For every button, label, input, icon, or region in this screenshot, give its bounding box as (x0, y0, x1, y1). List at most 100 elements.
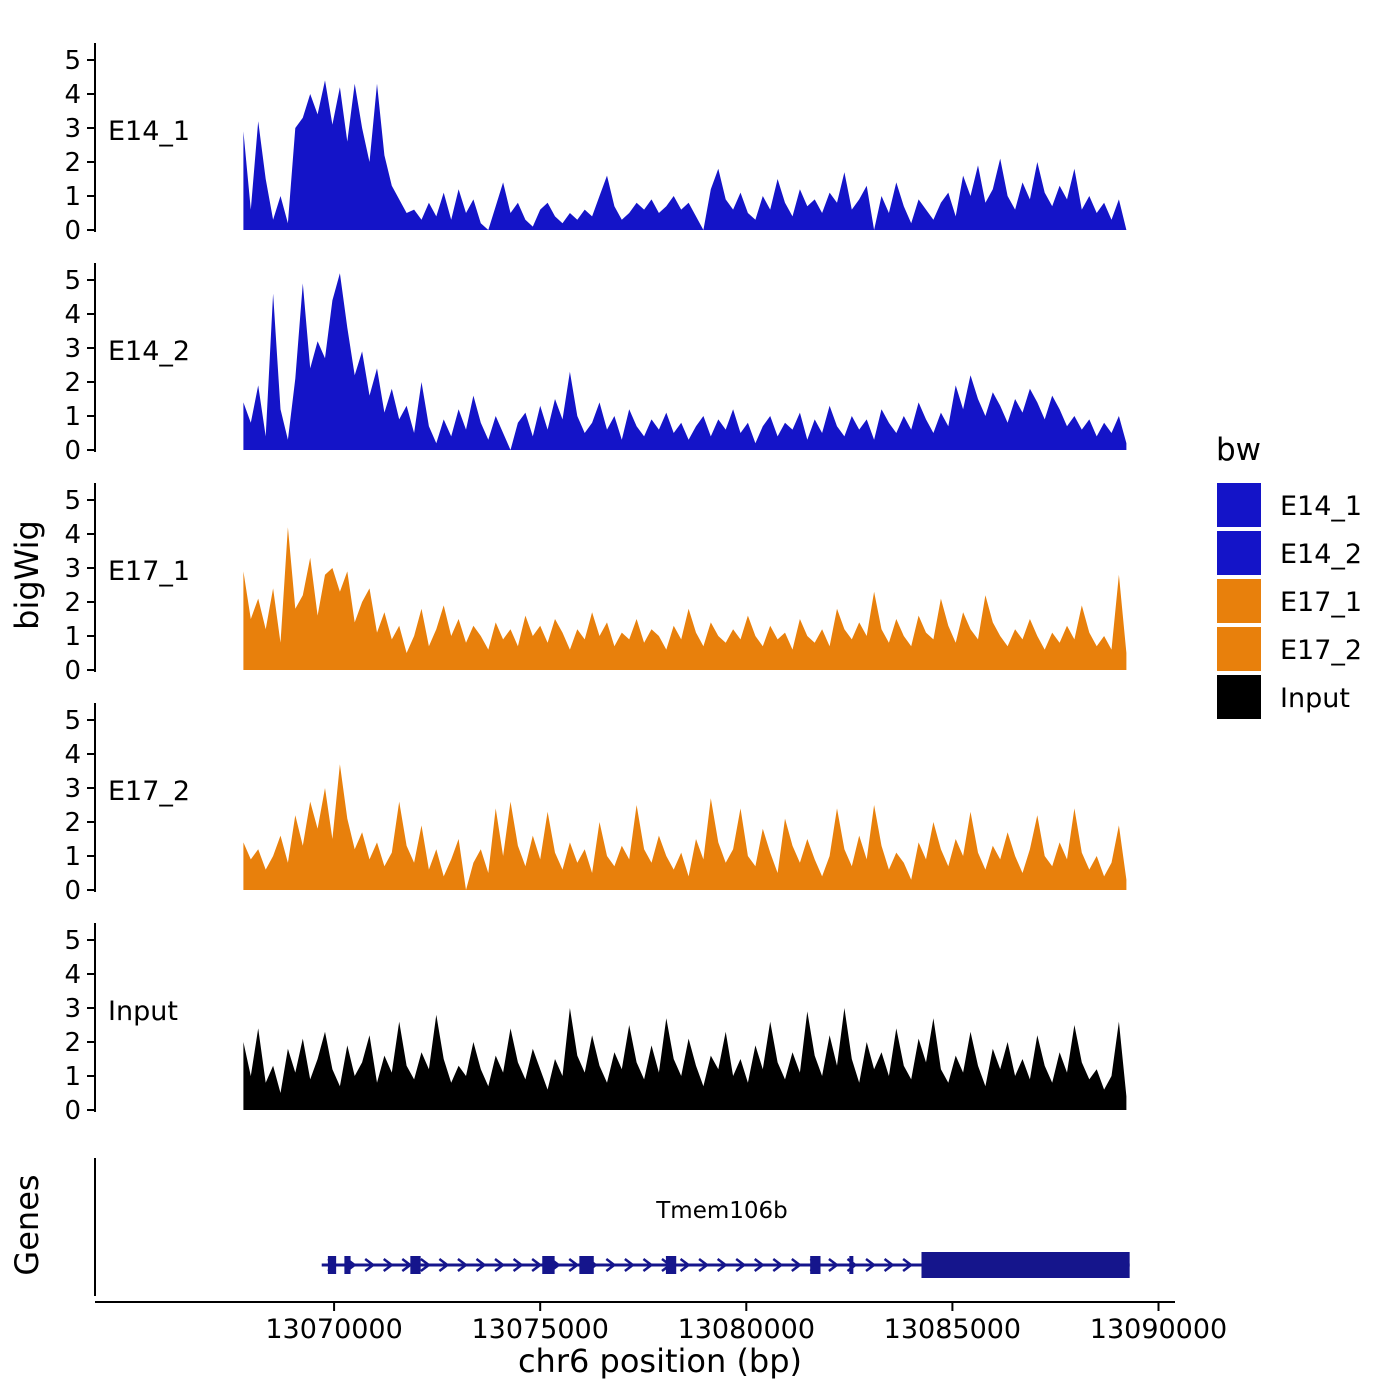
strand-arrow (698, 1258, 710, 1272)
y-tick-label: 1 (64, 182, 81, 212)
strand-arrow (642, 1258, 654, 1272)
x-tick-label: 13080000 (678, 1314, 815, 1345)
y-tick-label: 5 (64, 926, 81, 956)
strand-arrow (716, 1258, 728, 1272)
track-label: E17_2 (108, 776, 190, 807)
y-tick-label: 1 (64, 1062, 81, 1092)
exon-box (810, 1256, 821, 1274)
y-tick-label: 4 (64, 80, 81, 110)
panel-E14_2: 0 1 2 3 4 5 E14_2 (64, 263, 1127, 466)
y-tick-label: 0 (64, 876, 81, 906)
track-label: E17_1 (108, 556, 190, 587)
strand-arrow (438, 1258, 450, 1272)
x-tick-label: 13070000 (265, 1314, 402, 1345)
track-label: E14_1 (108, 116, 190, 147)
y-axis-title: bigWig (8, 520, 46, 630)
strand-arrow (401, 1258, 413, 1272)
signal-panels: 0 1 2 3 4 5 E14_1 0 1 2 3 4 5 E14_2 0 1 2 3 4 5 E17_1 0 1 2 3 4 5 E… (64, 43, 1127, 1126)
strand-arrow (679, 1258, 691, 1272)
y-tick-label: 1 (64, 842, 81, 872)
x-tick-label: 13075000 (471, 1314, 608, 1345)
y-tick-label: 0 (64, 1096, 81, 1126)
exon-box (579, 1256, 594, 1274)
y-tick-label: 4 (64, 960, 81, 990)
panel-Input: 0 1 2 3 4 5 Input (64, 923, 1127, 1126)
y-tick-label: 3 (64, 554, 81, 584)
y-tick-label: 5 (64, 266, 81, 296)
exon-box (327, 1256, 337, 1274)
panel-E17_2: 0 1 2 3 4 5 E17_2 (64, 703, 1127, 906)
legend-key-swatch (1215, 529, 1263, 577)
legend-entry-label: E17_2 (1280, 635, 1362, 666)
legend-entry-label: Input (1280, 683, 1350, 714)
y-tick-label: 2 (64, 808, 81, 838)
strand-arrow (772, 1258, 784, 1272)
legend-entry: E17_1 (1215, 577, 1362, 625)
legend-entry-label: E14_1 (1280, 491, 1362, 522)
strand-arrow (512, 1258, 524, 1272)
legend-key-swatch (1215, 673, 1263, 721)
y-tick-label: 4 (64, 740, 81, 770)
track-area-E17_1 (243, 527, 1127, 670)
track-label: Input (108, 996, 178, 1027)
legend-entry: E17_2 (1215, 625, 1362, 673)
strand-arrow (828, 1258, 840, 1272)
strand-arrow (735, 1258, 747, 1272)
genes-axis-title: Genes (8, 1174, 46, 1275)
legend-key-swatch (1215, 577, 1263, 625)
track-area-E17_2 (243, 764, 1127, 890)
x-tick-label: 13090000 (1090, 1314, 1227, 1345)
exon-box (410, 1256, 421, 1274)
gene-panel: Tmem106b (94, 1158, 1130, 1296)
legend: bw E14_1 E14_2 E17_1 E17_2 Input (1215, 432, 1362, 721)
legend-entries: E14_1 E14_2 E17_1 E17_2 Input (1215, 481, 1362, 721)
exon-box (542, 1256, 555, 1274)
exon-box (849, 1256, 854, 1274)
strand-arrow (883, 1258, 895, 1272)
strand-arrow (457, 1258, 469, 1272)
y-tick-label: 2 (64, 1028, 81, 1058)
gene-model (94, 1158, 1130, 1296)
y-tick-label: 3 (64, 774, 81, 804)
y-tick-label: 4 (64, 520, 81, 550)
exon-box (665, 1256, 677, 1274)
y-tick-label: 2 (64, 148, 81, 178)
strand-arrow (568, 1258, 580, 1272)
y-tick-label: 5 (64, 46, 81, 76)
legend-entry: Input (1215, 673, 1350, 721)
legend-key-swatch (1215, 481, 1263, 529)
strand-arrow (605, 1258, 617, 1272)
panel-E14_1: 0 1 2 3 4 5 E14_1 (64, 43, 1127, 246)
strand-arrow (624, 1258, 635, 1272)
y-tick-label: 2 (64, 368, 81, 398)
y-tick-label: 0 (64, 216, 81, 246)
track-area-E14_2 (243, 273, 1127, 450)
y-tick-label: 0 (64, 656, 81, 686)
strand-arrow (753, 1258, 765, 1272)
x-tick-label: 13085000 (884, 1314, 1021, 1345)
legend-entry: E14_1 (1215, 481, 1362, 529)
strand-arrow (531, 1258, 543, 1272)
legend-entry-label: E14_2 (1280, 539, 1362, 570)
strand-arrow (364, 1258, 376, 1272)
y-tick-label: 5 (64, 486, 81, 516)
y-tick-label: 0 (64, 436, 81, 466)
strand-arrow (420, 1258, 431, 1272)
exon-box (344, 1256, 351, 1274)
legend-entry-label: E17_1 (1280, 587, 1362, 618)
y-tick-label: 5 (64, 706, 81, 736)
y-tick-label: 3 (64, 334, 81, 364)
legend-entry: E14_2 (1215, 529, 1362, 577)
y-tick-label: 1 (64, 402, 81, 432)
y-tick-label: 3 (64, 994, 81, 1024)
strand-arrow (902, 1258, 914, 1272)
strand-arrow (494, 1258, 506, 1272)
strand-arrow (791, 1258, 802, 1272)
strand-arrow (865, 1258, 877, 1272)
y-tick-label: 4 (64, 300, 81, 330)
track-area-E14_1 (243, 80, 1127, 231)
legend-title: bw (1216, 432, 1261, 468)
y-tick-label: 1 (64, 622, 81, 652)
